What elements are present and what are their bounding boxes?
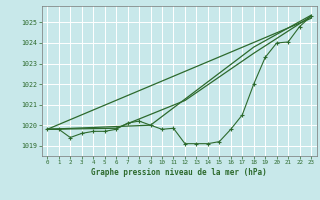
X-axis label: Graphe pression niveau de la mer (hPa): Graphe pression niveau de la mer (hPa)	[91, 168, 267, 177]
